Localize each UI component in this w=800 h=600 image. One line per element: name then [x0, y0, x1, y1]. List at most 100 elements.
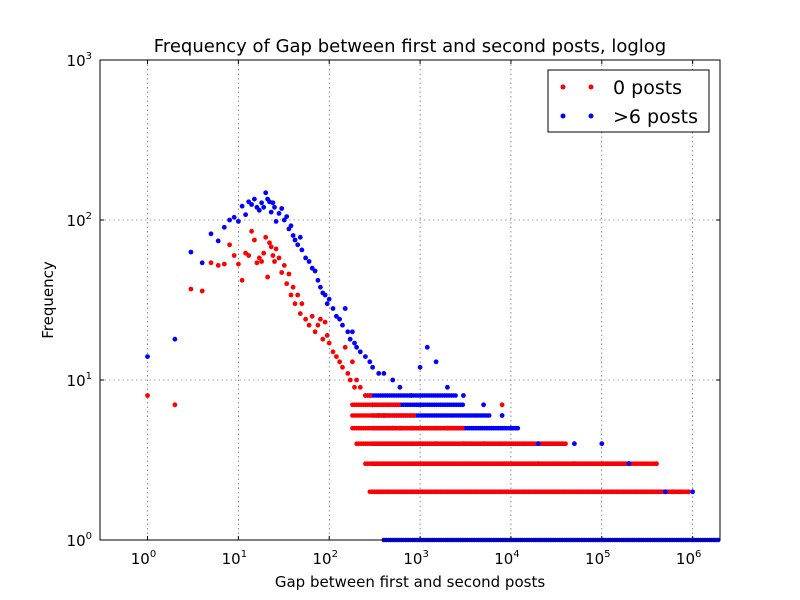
- series-1-point: [188, 249, 194, 255]
- series-1-point: [295, 242, 301, 248]
- y-tick-label: 100: [67, 531, 92, 550]
- series-1-point: [352, 340, 357, 346]
- series-1-point: [340, 322, 345, 328]
- series-0-point: [318, 316, 323, 322]
- series-1-point: [279, 206, 285, 211]
- y-tick-label: 101: [67, 371, 92, 390]
- series-0-point: [563, 441, 568, 447]
- series-1-point: [370, 364, 375, 370]
- series-0-point: [239, 277, 245, 283]
- x-tick-label: 102: [312, 549, 337, 568]
- series-0-point: [535, 461, 541, 467]
- y-axis-label: Frequency: [39, 261, 57, 339]
- series-1-point: [342, 306, 348, 311]
- series-1-point: [243, 212, 249, 218]
- series-1-point: [499, 413, 505, 418]
- series-1-point: [227, 217, 233, 223]
- series-0-point: [334, 354, 339, 359]
- series-0-point: [284, 281, 290, 287]
- series-0-point: [272, 259, 277, 264]
- series-1-point: [315, 277, 321, 283]
- series-0-point: [297, 311, 303, 316]
- series-0-point: [330, 349, 336, 355]
- series-1-point: [249, 202, 255, 207]
- series-1-point: [381, 371, 387, 376]
- series-1-point: [461, 393, 466, 398]
- series-1-point: [337, 316, 342, 322]
- series-0-point: [408, 425, 414, 431]
- series-0-point: [396, 402, 401, 408]
- series-1-point: [599, 441, 605, 447]
- series-1-point: [424, 344, 430, 350]
- series-0-point: [376, 413, 382, 418]
- series-0-point: [254, 260, 260, 266]
- series-1-point: [330, 306, 336, 311]
- series-1-point: [221, 224, 227, 230]
- series-1-point: [433, 359, 439, 365]
- series-1-point: [535, 441, 541, 447]
- series-0-point: [572, 461, 577, 467]
- series-0-point: [499, 402, 505, 408]
- legend-box: [547, 69, 710, 133]
- series-0-point: [417, 441, 423, 447]
- legend-marker-0-b: [588, 84, 594, 90]
- series-1-point: [662, 489, 668, 495]
- series-0-point: [326, 340, 332, 346]
- series-0-point: [276, 255, 282, 261]
- series-1-point: [408, 393, 414, 398]
- series-0-point: [306, 322, 312, 328]
- series-1-point: [297, 234, 303, 240]
- series-1-point: [690, 489, 695, 495]
- series-0-point: [337, 359, 342, 365]
- series-1-point: [281, 217, 287, 223]
- legend-marker-0-a: [560, 84, 566, 90]
- series-0-point: [347, 377, 353, 383]
- plot-frame: [99, 59, 721, 541]
- series-0-point: [145, 393, 150, 398]
- series-1-point: [290, 233, 296, 238]
- series-0-point: [599, 461, 605, 467]
- series-1-point: [261, 204, 267, 210]
- series-1-point: [345, 329, 351, 335]
- series-1-point: [397, 384, 403, 390]
- series-1-point: [273, 219, 279, 224]
- series-1-point: [252, 196, 257, 202]
- series-0-point: [273, 246, 279, 252]
- series-0-point: [208, 260, 214, 266]
- series-1-point: [215, 238, 221, 244]
- series-0-point: [433, 441, 439, 447]
- series-1-point: [299, 247, 305, 253]
- series-1-point: [390, 377, 396, 383]
- series-1-point: [239, 203, 245, 209]
- series-0-point: [303, 316, 308, 322]
- series-1-point: [231, 214, 237, 220]
- x-tick-label: 100: [131, 549, 156, 568]
- series-0-point: [461, 441, 466, 447]
- x-tick-label: 103: [403, 549, 428, 568]
- series-0-point: [227, 242, 233, 248]
- series-0-point: [270, 253, 276, 258]
- series-0-point: [390, 425, 396, 431]
- series-0-point: [256, 255, 262, 261]
- series-1-point: [208, 231, 214, 237]
- series-1-point: [263, 190, 269, 196]
- series-0-point: [342, 344, 348, 350]
- series-0-point: [363, 393, 368, 398]
- series-0-point: [481, 441, 486, 447]
- series-0-point: [460, 425, 465, 431]
- series-0-point: [286, 271, 292, 277]
- series-0-point: [265, 274, 270, 280]
- series-0-point: [354, 377, 359, 383]
- series-1-point: [292, 237, 298, 243]
- series-1-point: [354, 344, 359, 350]
- series-0-point: [252, 237, 257, 243]
- series-0-point: [215, 263, 221, 268]
- series-0-point: [281, 263, 287, 268]
- series-1-point: [376, 371, 382, 376]
- chart-title: Frequency of Gap between first and secon…: [154, 36, 666, 57]
- series-1-point: [259, 200, 264, 206]
- series-1-point: [367, 359, 373, 365]
- series-0-point: [352, 384, 357, 390]
- series-1-point: [324, 301, 330, 307]
